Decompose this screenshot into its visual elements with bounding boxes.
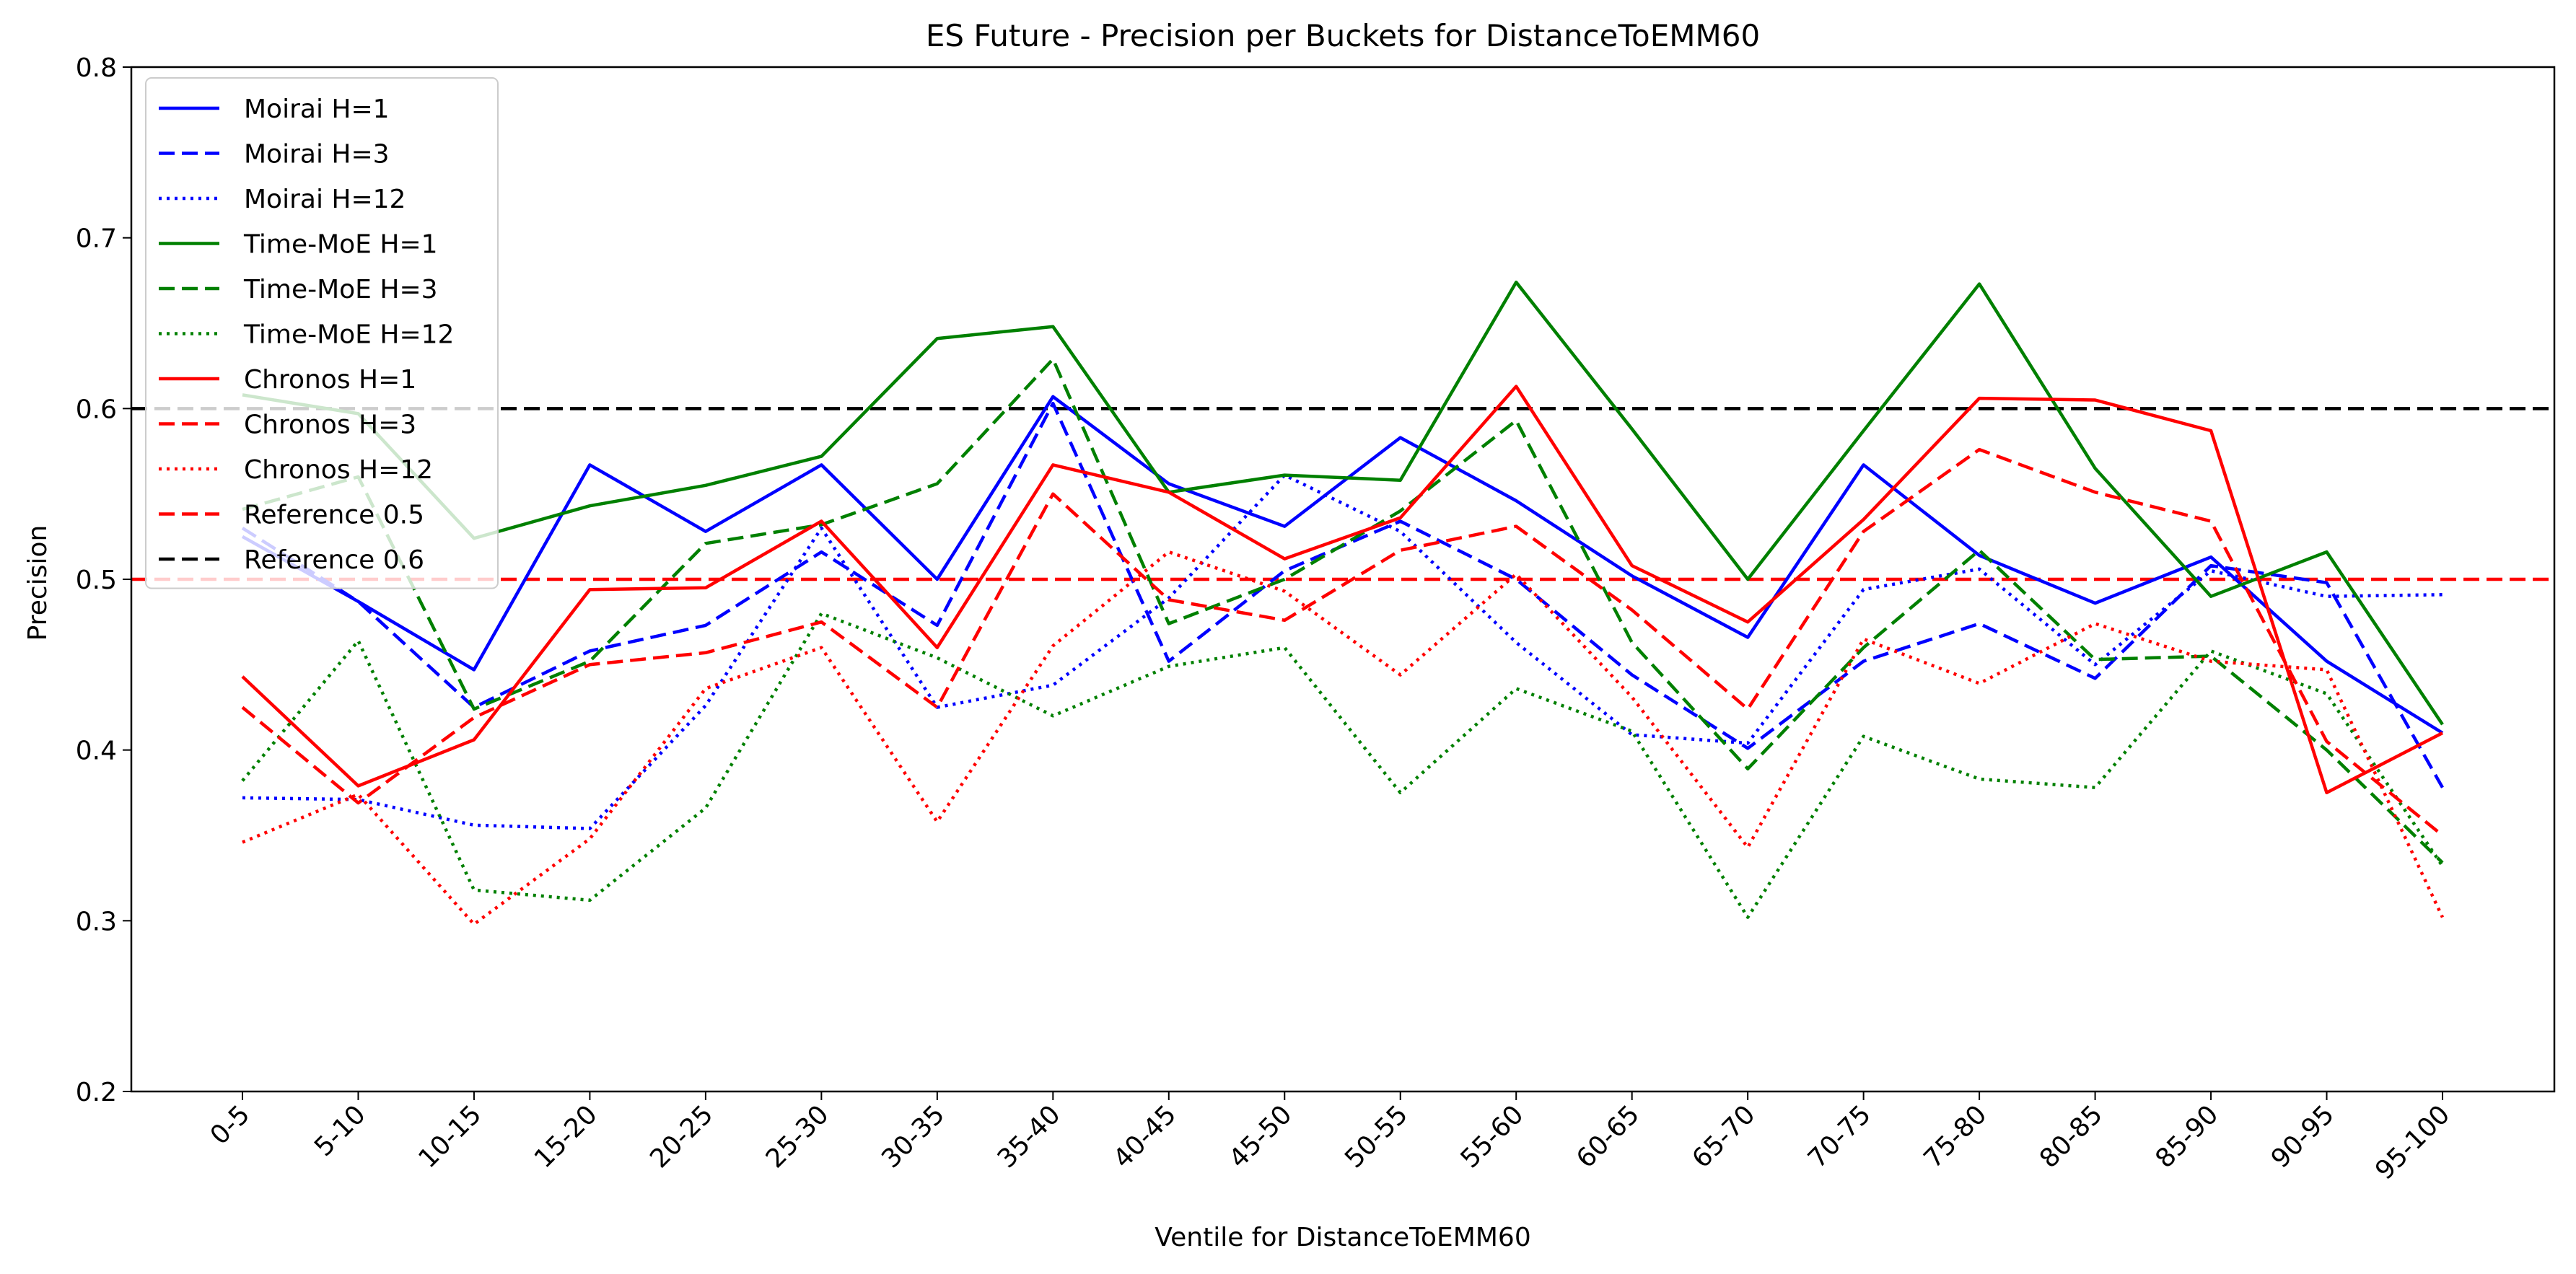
x-axis-label: Ventile for DistanceToEMM60 [1155, 1223, 1530, 1252]
series-line [241, 385, 2444, 795]
series-line [242, 357, 2444, 864]
legend-label: Chronos H=3 [244, 410, 416, 440]
series-line [242, 280, 2444, 726]
legend-label: Time-MoE H=1 [243, 230, 438, 260]
y-tick-label: 0.7 [76, 224, 117, 254]
y-tick-label: 0.3 [76, 907, 117, 936]
series-lines [131, 280, 2554, 926]
y-tick-label: 0.8 [76, 53, 117, 83]
legend-label: Chronos H=1 [244, 365, 416, 395]
chart-title: ES Future - Precision per Buckets for Di… [926, 18, 1760, 53]
y-tick-label: 0.4 [76, 737, 117, 766]
series-line [241, 447, 2444, 837]
legend-label: Time-MoE H=12 [243, 320, 454, 350]
series-line [242, 550, 2445, 926]
y-tick-label: 0.6 [76, 395, 117, 424]
legend-label: Time-MoE H=3 [243, 275, 438, 304]
legend-label: Reference 0.5 [244, 501, 424, 530]
legend-label: Moirai H=1 [244, 95, 390, 124]
legend-label: Moirai H=3 [244, 140, 390, 170]
series-line [241, 395, 2444, 734]
legend-box [145, 77, 499, 589]
series-line [241, 612, 2444, 919]
y-axis-label: Precision [23, 525, 53, 641]
legend: Moirai H=1 Moirai H=3 Moirai H=12 Time-MoE … [145, 77, 499, 589]
y-tick-label: 0.5 [76, 566, 117, 595]
plot-frame [130, 66, 2556, 1093]
legend-label: Chronos H=12 [244, 455, 433, 485]
legend-label: Reference 0.6 [244, 545, 424, 575]
y-tick-label: 0.2 [76, 1078, 117, 1107]
legend-label: Moirai H=12 [244, 185, 406, 214]
